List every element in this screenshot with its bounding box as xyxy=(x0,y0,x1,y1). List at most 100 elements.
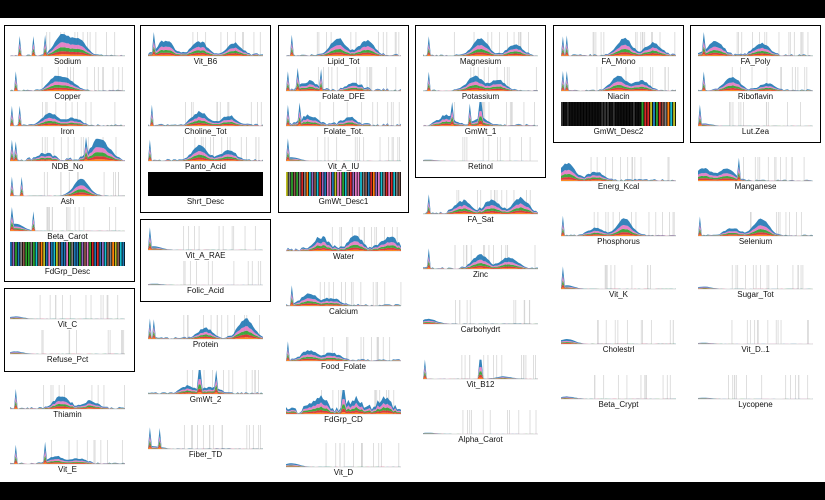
cat-band xyxy=(390,172,393,196)
area-layer xyxy=(10,105,125,126)
area-layer xyxy=(10,388,125,409)
panel-label: Magnesium xyxy=(459,57,502,66)
area-layer xyxy=(286,67,401,91)
area-layer xyxy=(148,318,263,339)
area-layer xyxy=(423,43,538,56)
area-layer xyxy=(286,81,401,91)
area-layer xyxy=(561,223,676,236)
panel-plot xyxy=(286,227,401,252)
cat-band xyxy=(94,242,97,266)
area-layer xyxy=(10,351,125,354)
area-layer xyxy=(561,51,676,56)
area-layer xyxy=(561,71,676,91)
cat-band xyxy=(114,242,117,266)
cat-band xyxy=(119,242,122,266)
cat-band xyxy=(89,242,92,266)
panel-label: GmWt_Desc1 xyxy=(318,197,369,206)
cat-band xyxy=(58,242,61,266)
cat-band xyxy=(63,242,66,266)
cat-band xyxy=(609,102,612,126)
area-layer xyxy=(561,54,676,56)
cat-band xyxy=(25,242,28,266)
cat-band xyxy=(56,242,58,266)
cat-band xyxy=(10,242,12,266)
panel-vit-d: Vit_D xyxy=(286,443,401,479)
panel-plot xyxy=(423,102,538,127)
cat-band xyxy=(664,102,667,126)
cat-band xyxy=(339,172,342,196)
area-layer xyxy=(10,51,125,56)
cat-band xyxy=(592,102,595,126)
area-layer xyxy=(10,86,125,91)
cat-band xyxy=(647,102,650,126)
panel-label: Beta_Carot xyxy=(47,232,88,241)
panel-fdgrp-cd: FdGrp_CD xyxy=(286,390,401,426)
cat-band xyxy=(607,102,610,126)
panel-vit-d-1: Vit_D..1 xyxy=(698,320,813,356)
panel-plot xyxy=(561,320,676,345)
cat-band xyxy=(586,102,589,126)
panel-label: Folate_Tot. xyxy=(323,127,364,136)
area-layer xyxy=(148,54,263,56)
cat-band xyxy=(286,172,288,196)
cat-band xyxy=(367,172,370,196)
panel-label: Sugar_Tot xyxy=(737,290,774,299)
panel-label: Refuse_Pct xyxy=(46,355,89,364)
area-layer xyxy=(561,169,676,181)
area-layer xyxy=(698,104,813,126)
cat-band xyxy=(319,172,322,196)
area-layer xyxy=(698,86,813,91)
panel-plot xyxy=(148,425,263,450)
panel-niacin: Niacin xyxy=(561,67,676,103)
area-layer xyxy=(10,146,125,161)
panel-label: FA_Mono xyxy=(601,57,636,66)
cat-band xyxy=(638,102,641,126)
cat-band xyxy=(650,102,653,126)
panel-fa-mono: FA_Mono xyxy=(561,32,676,68)
area-layer xyxy=(10,188,125,196)
panel-label: NDB_No xyxy=(51,162,84,171)
area-layer xyxy=(148,104,263,126)
area-layer xyxy=(423,256,538,269)
area-layer xyxy=(423,371,538,379)
area-layer xyxy=(423,433,538,434)
cat-band xyxy=(653,102,656,126)
group-box xyxy=(140,219,271,302)
panel-plot xyxy=(423,355,538,380)
cat-band xyxy=(378,172,380,196)
cat-band xyxy=(584,102,587,126)
area-layer xyxy=(148,159,263,161)
area-layer xyxy=(561,227,676,236)
area-layer xyxy=(286,152,401,161)
area-layer xyxy=(423,71,538,91)
area-layer xyxy=(423,264,538,269)
cat-band xyxy=(334,172,337,196)
panel-plot xyxy=(10,330,125,355)
area-layer xyxy=(423,36,538,56)
cat-band xyxy=(667,102,670,126)
panel-ash: Ash xyxy=(10,172,125,208)
area-layer xyxy=(10,124,125,126)
panel-fdgrp-desc: FdGrp_Desc xyxy=(10,242,125,278)
panel-retinol: Retinol xyxy=(423,137,538,173)
panel-label: Iron xyxy=(60,127,75,136)
area-layer xyxy=(148,50,263,56)
area-layer xyxy=(286,235,401,251)
area-layer xyxy=(286,124,401,126)
panel-thiamin: Thiamin xyxy=(10,385,125,421)
cat-band xyxy=(658,102,661,126)
area-layer xyxy=(10,194,125,196)
panel-magnesium: Magnesium xyxy=(423,32,538,68)
panel-food-folate: Food_Folate xyxy=(286,337,401,373)
area-layer xyxy=(286,244,401,251)
area-layer xyxy=(286,76,401,91)
cat-band xyxy=(86,242,89,266)
area-layer xyxy=(561,47,676,56)
cat-band xyxy=(68,242,71,266)
area-layer xyxy=(286,404,401,414)
panel-refuse-pct: Refuse_Pct xyxy=(10,330,125,366)
area-layer xyxy=(286,54,401,56)
area-layer xyxy=(286,348,401,361)
panel-plot xyxy=(286,337,401,362)
area-layer xyxy=(10,401,125,409)
